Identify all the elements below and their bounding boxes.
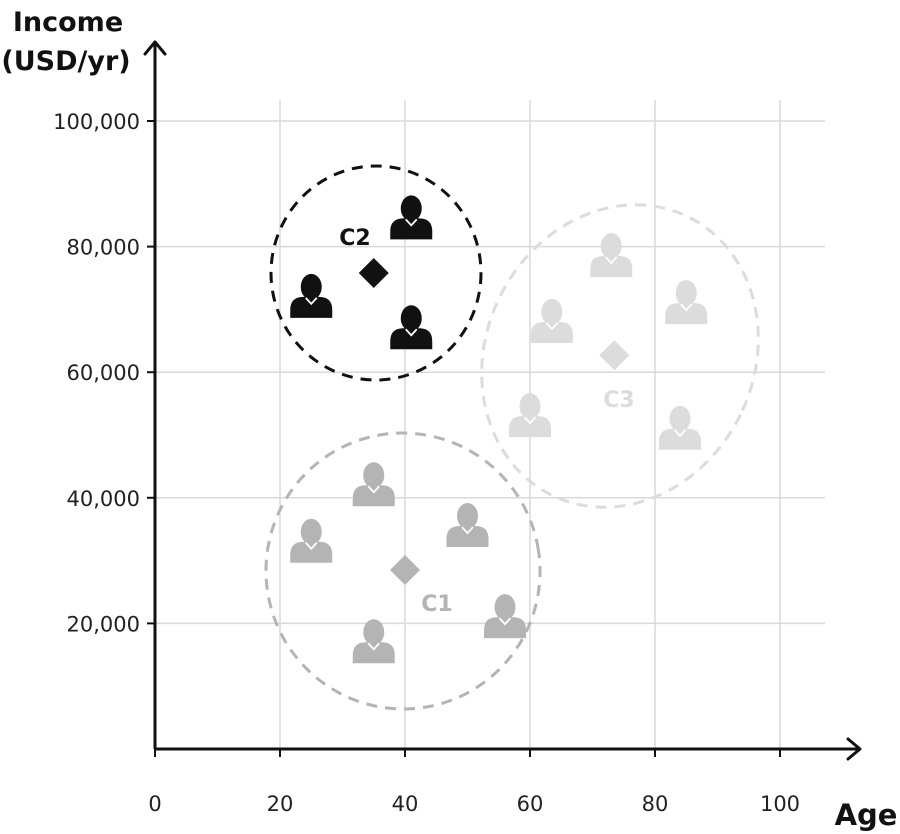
y-axis-arrowhead <box>143 40 167 56</box>
centroid-diamond-c2 <box>358 257 389 288</box>
cluster-boundaries <box>264 164 760 711</box>
cluster-label-c2: C2 <box>339 226 370 251</box>
person-head <box>675 280 697 307</box>
person-collar <box>405 328 418 337</box>
cluster-label-c1: C1 <box>421 592 452 617</box>
person-icon <box>659 405 701 450</box>
data-points <box>290 195 708 664</box>
person-head <box>300 273 322 300</box>
x-tick-label: 60 <box>517 792 544 816</box>
person-body <box>509 416 551 438</box>
centroid-diamond-c1 <box>390 555 420 586</box>
y-tick-label: 60,000 <box>67 361 140 385</box>
cluster-boundary-c3 <box>480 203 760 509</box>
person-collar <box>605 256 618 265</box>
cluster-boundary-c1 <box>264 431 542 711</box>
person-collar <box>545 322 559 331</box>
person-collar <box>305 297 318 306</box>
centroid-diamond-c3 <box>599 340 630 371</box>
cluster-labels: C1 C2 C3 <box>339 226 634 617</box>
person-body <box>290 541 333 563</box>
person-body <box>659 428 701 450</box>
person-head <box>600 233 622 260</box>
x-tick-label: 0 <box>148 792 161 816</box>
person-collar <box>367 485 380 494</box>
person-icon <box>352 462 395 507</box>
y-axis-title-line1: Income <box>13 7 123 38</box>
centroids <box>358 257 630 586</box>
cluster-label-c3: C3 <box>603 388 634 413</box>
y-tick-label: 40,000 <box>67 487 140 511</box>
person-head <box>400 195 422 222</box>
person-icon <box>390 305 433 350</box>
person-icon <box>446 503 489 548</box>
person-head <box>400 305 422 332</box>
x-tick-label: 80 <box>642 792 669 816</box>
person-collar <box>523 416 537 425</box>
person-icon <box>484 594 526 639</box>
person-collar <box>673 429 687 438</box>
person-icon <box>665 280 708 325</box>
person-head <box>363 462 385 489</box>
person-head <box>541 298 563 325</box>
person-icon <box>590 233 633 278</box>
axis-ticks: 0 20 40 60 80 100 20,000 40,000 60,000 80,000 100,… <box>53 110 800 816</box>
person-collar <box>367 642 380 651</box>
y-axis-title-line2: (USD/yr) <box>1 46 130 77</box>
person-icon <box>290 273 333 318</box>
x-axis-title: Age <box>835 798 898 832</box>
person-collar <box>498 617 512 626</box>
person-head <box>669 405 691 432</box>
person-icon <box>390 195 433 240</box>
person-icon <box>530 298 573 343</box>
person-body <box>352 485 395 507</box>
y-tick-label: 100,000 <box>53 110 140 134</box>
y-tick-label: 20,000 <box>67 612 140 636</box>
person-body <box>390 328 433 350</box>
x-tick-label: 20 <box>267 792 294 816</box>
y-tick-label: 80,000 <box>67 236 140 260</box>
person-collar <box>680 303 693 312</box>
person-body <box>352 642 395 664</box>
person-collar <box>405 218 418 227</box>
person-icon <box>290 518 333 563</box>
x-tick-label: 40 <box>392 792 419 816</box>
person-body <box>484 617 526 639</box>
person-collar <box>461 526 474 535</box>
person-body <box>530 321 573 343</box>
cluster-boundary-c2 <box>269 164 483 382</box>
x-tick-label: 100 <box>760 792 800 816</box>
person-head <box>457 503 478 530</box>
person-body <box>390 218 433 240</box>
person-head <box>519 393 541 420</box>
x-axis-arrowhead <box>846 737 862 761</box>
person-head <box>363 619 385 646</box>
person-icon <box>352 619 395 664</box>
person-body <box>446 526 489 548</box>
person-body <box>290 296 333 318</box>
person-head <box>300 518 322 545</box>
person-collar <box>305 542 318 551</box>
person-icon <box>509 393 551 438</box>
person-head <box>494 594 516 621</box>
person-body <box>590 256 633 278</box>
axes <box>143 40 862 761</box>
person-body <box>665 303 708 325</box>
